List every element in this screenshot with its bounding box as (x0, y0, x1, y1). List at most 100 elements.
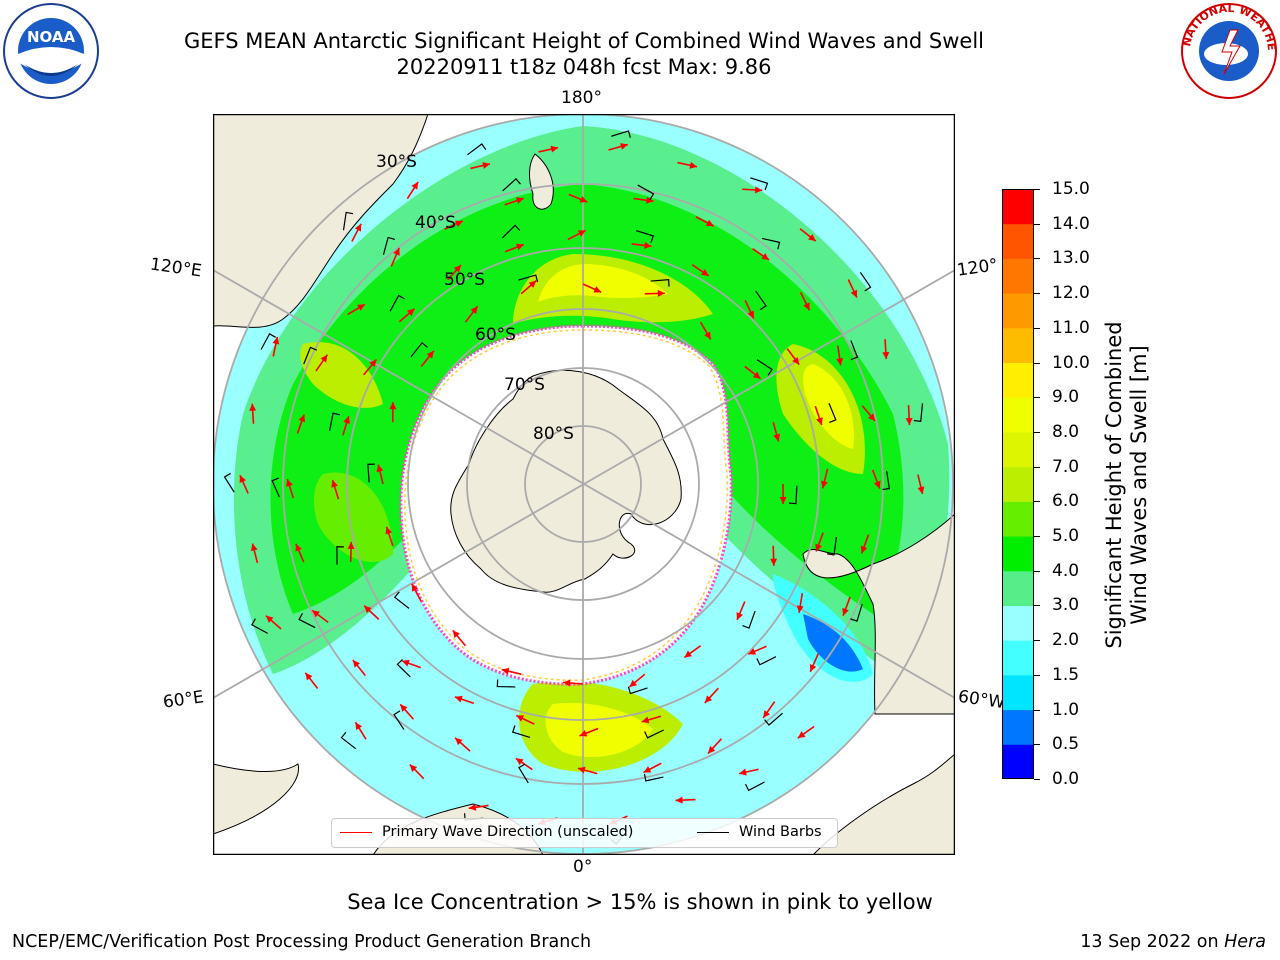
wave-arrow-head (249, 403, 257, 411)
wind-barb (342, 211, 354, 231)
wave-arrow-head (641, 716, 650, 724)
colorbar-tick-label: 4.0 (1052, 560, 1080, 581)
wave-arrow-head (593, 286, 602, 293)
colorbar-tick-label: 6.0 (1052, 491, 1080, 512)
wind-barbs (223, 130, 924, 845)
wave-arrow-head (917, 486, 925, 494)
wave-arrow-head (657, 289, 665, 297)
new-zealand (529, 153, 554, 210)
wave-arrow-head (704, 695, 713, 703)
wind-barb (410, 341, 428, 358)
wind-barb (850, 603, 863, 622)
colorbar-bin (1002, 293, 1034, 329)
wind-barb (755, 290, 767, 311)
wind-barb (826, 536, 838, 556)
wave-arrow-head (882, 351, 890, 360)
colorbar-bin (1002, 223, 1034, 259)
wave-arrow-head (411, 181, 419, 190)
wind-barb (850, 340, 859, 361)
sea-ice-edge (399, 324, 733, 686)
wave-arrow-head (684, 650, 693, 658)
wind-barb (467, 143, 487, 156)
colorbar-tick-label: 8.0 (1052, 421, 1080, 442)
wave-arrow-head (752, 371, 761, 379)
wind-barb (518, 763, 529, 784)
wind-barb (627, 686, 648, 695)
wind-barb (744, 781, 765, 792)
wave-arrow-head (352, 660, 360, 668)
wave-arrow-head (816, 417, 823, 426)
legend-label-barbs: Wind Barbs (739, 824, 822, 840)
wave-arrow-head (579, 196, 588, 203)
wave-arrow-head (700, 269, 709, 276)
wind-barb (271, 477, 280, 498)
wind-barb (756, 359, 773, 376)
wind-barb (643, 773, 664, 782)
wave-arrow-head (689, 161, 698, 169)
colorbar-tick-mark (1034, 744, 1040, 746)
svg-text:NOAA: NOAA (27, 28, 76, 46)
wave-arrow-head (454, 695, 463, 703)
wave-arrow-head (298, 414, 306, 423)
wave-arrow-head (579, 730, 588, 737)
colorbar-bin (1002, 536, 1034, 572)
lat-label-50s: 50°S (444, 270, 485, 290)
wind-barb (761, 237, 781, 250)
wave-arrow-head (821, 480, 828, 489)
wave-arrow-head (376, 464, 384, 473)
wave-arrow-head (286, 479, 293, 487)
wave-arrow-head (516, 715, 525, 722)
wave-arrow-head (455, 220, 463, 228)
wave-arrow-head (320, 354, 328, 363)
colorbar-tick-mark (1034, 293, 1040, 295)
wave-arrow-head (643, 766, 652, 773)
wave-arrow-head (343, 416, 350, 424)
colorbar-tick-label: 9.0 (1052, 387, 1080, 408)
wave-arrow-head (393, 247, 400, 256)
wave-arrow-head (305, 672, 313, 681)
colorbar-tick-label: 14.0 (1052, 213, 1090, 234)
wave-arrow-head (250, 543, 258, 552)
colorbar-bin (1002, 397, 1034, 433)
wind-barb (329, 412, 341, 432)
wind-barb (913, 403, 924, 423)
wind-barb (393, 591, 410, 609)
wind-barb (756, 656, 777, 666)
colorbar-label: Significant Height of Combined Wind Wave… (1102, 321, 1151, 649)
colorbar-tick-mark (1034, 605, 1040, 607)
colorbar-tick-label: 13.0 (1052, 248, 1090, 269)
wind-barb (502, 177, 521, 192)
wind-barb (260, 332, 276, 350)
lon-label-60e: 60°E (161, 687, 206, 713)
colorbar-tick-label: 15.0 (1052, 179, 1090, 199)
wind-barb (650, 278, 670, 287)
wave-arrow-head (629, 679, 638, 687)
legend-line-wave (340, 832, 372, 833)
wave-arrow-head (797, 731, 806, 739)
wave-arrow-head (675, 796, 683, 804)
wave-arrow-head (331, 480, 338, 488)
colorbar-tick-mark (1034, 189, 1040, 190)
colorbar-bin (1002, 570, 1034, 606)
wave-arrow-head (860, 545, 868, 554)
wave-arrow-head (563, 679, 571, 687)
wave-arrow-head (646, 196, 654, 204)
wind-barb (389, 294, 406, 312)
wave-arrow-head (763, 710, 771, 719)
colorbar-tick-label: 7.0 (1052, 456, 1080, 477)
wave-arrow-head (452, 630, 460, 638)
wind-barb (611, 130, 631, 138)
wave-arrow-head (347, 541, 355, 549)
map-panel (212, 113, 956, 856)
lat-label-60s: 60°S (475, 325, 516, 345)
wave-arrow-head (406, 308, 415, 316)
lat-label-30s: 30°S (376, 152, 417, 172)
wave-arrow-head (515, 197, 524, 204)
wave-arrow-head (736, 612, 743, 620)
colorbar-bin (1002, 501, 1034, 537)
colorbar-bin (1002, 640, 1034, 676)
wave-arrow-head (873, 480, 881, 489)
legend-line-barbs (697, 832, 729, 833)
wind-barb (742, 610, 756, 629)
wave-arrow-head (239, 475, 247, 484)
